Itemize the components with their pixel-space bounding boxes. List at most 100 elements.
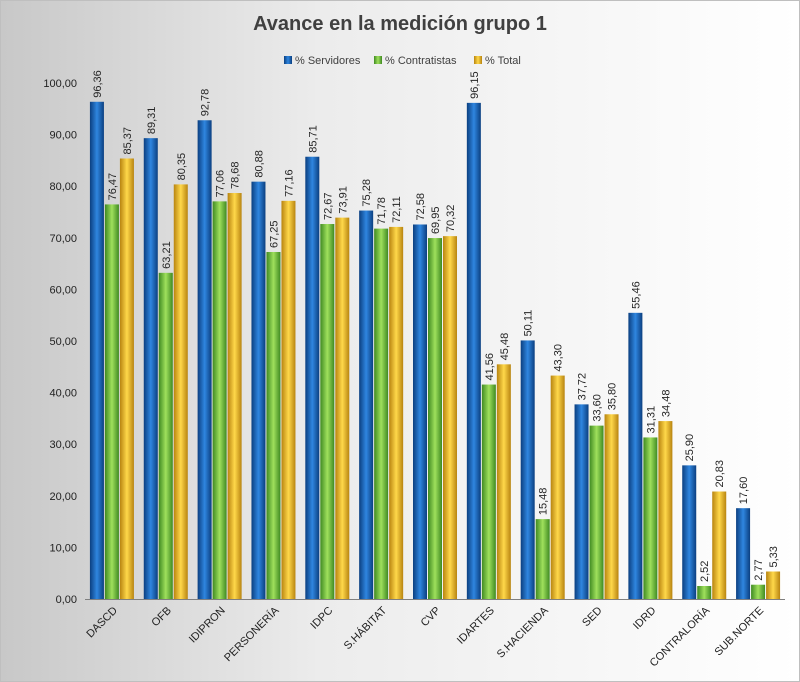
bar-contratistas <box>158 272 173 599</box>
legend-swatch-servidores <box>284 56 292 64</box>
data-label-servidores: 92,78 <box>200 89 212 117</box>
data-label-contratistas: 77,06 <box>215 170 227 198</box>
bar-servidores <box>359 210 374 599</box>
bar-contratistas <box>535 519 550 599</box>
bar-contratistas <box>212 201 227 599</box>
chart-title: Avance en la medición grupo 1 <box>253 13 547 35</box>
data-label-servidores: 85,71 <box>307 125 319 153</box>
bar-servidores <box>466 102 481 599</box>
x-tick-label: OFB <box>149 605 173 629</box>
bar-contratistas <box>104 204 119 599</box>
bar-contratistas <box>320 224 335 599</box>
x-tick-label: SED <box>580 605 605 630</box>
legend-label-contratistas: % Contratistas <box>385 55 457 67</box>
data-label-total: 72,11 <box>391 196 403 223</box>
bar-total <box>550 375 565 599</box>
data-label-total: 85,37 <box>122 127 134 155</box>
data-label-total: 73,91 <box>337 186 349 214</box>
legend-label-total: % Total <box>485 55 521 67</box>
x-tick-label: DASCD <box>84 605 120 641</box>
data-label-servidores: 37,72 <box>577 373 589 401</box>
data-label-contratistas: 67,25 <box>268 220 280 248</box>
y-tick-label: 70,00 <box>49 233 77 245</box>
x-tick-label: S.HÁBITAT <box>341 604 389 652</box>
data-label-contratistas: 33,60 <box>592 394 604 422</box>
y-tick-label: 60,00 <box>49 284 77 296</box>
data-label-contratistas: 15,48 <box>538 488 550 516</box>
bar-contratistas <box>266 251 281 600</box>
data-label-contratistas: 69,95 <box>430 207 442 235</box>
data-label-total: 5,33 <box>768 546 780 567</box>
data-label-servidores: 55,46 <box>630 281 642 309</box>
bar-contratistas <box>697 585 712 599</box>
y-tick-label: 0,00 <box>56 594 77 606</box>
bar-total <box>335 217 350 600</box>
bar-total <box>496 364 511 599</box>
legend-item-contratistas: % Contratistas <box>374 55 457 67</box>
x-tick-label: CVP <box>419 605 443 629</box>
bar-total <box>658 421 673 599</box>
legend-swatch-contratistas <box>374 56 382 64</box>
bar-contratistas <box>643 437 658 599</box>
bar-servidores <box>413 224 427 600</box>
data-label-contratistas: 31,31 <box>645 406 657 434</box>
data-label-servidores: 75,28 <box>361 179 373 207</box>
data-label-servidores: 25,90 <box>684 434 696 462</box>
data-labels: 96,36 76,47 85,37 89,31 63,21 80,35 92,78 77,06… <box>92 70 780 582</box>
x-tick-label: IDARTES <box>455 605 497 647</box>
bar-total <box>712 491 727 599</box>
bar-servidores <box>251 181 266 600</box>
y-tick-label: 20,00 <box>49 491 77 503</box>
bars <box>89 101 781 600</box>
bar-servidores <box>682 465 697 599</box>
data-label-total: 20,83 <box>714 460 726 488</box>
bar-servidores <box>520 340 535 599</box>
bar-total <box>227 193 242 599</box>
bar-contratistas <box>751 584 766 599</box>
data-label-contratistas: 63,21 <box>161 241 173 269</box>
bar-servidores <box>628 312 643 599</box>
x-tick-label: IDPC <box>308 605 335 632</box>
bar-servidores <box>89 101 104 599</box>
bar-total <box>281 200 296 599</box>
data-label-total: 70,32 <box>445 205 457 233</box>
legend-item-total: % Total <box>474 55 521 67</box>
x-tick-label: SUB.NORTE <box>712 605 766 659</box>
data-label-servidores: 17,60 <box>738 477 750 505</box>
y-tick-label: 40,00 <box>49 388 77 400</box>
data-label-contratistas: 76,47 <box>107 173 119 201</box>
x-tick-label: PERSONERÍA <box>221 603 282 664</box>
x-tick-label: S.HACIENDA <box>495 604 551 660</box>
bar-total <box>443 236 457 599</box>
data-label-contratistas: 41,56 <box>484 353 496 381</box>
bar-contratistas <box>589 425 604 599</box>
bar-servidores <box>736 508 751 599</box>
bar-contratistas <box>428 238 442 600</box>
bar-total <box>119 158 134 600</box>
legend: % Servidores % Contratistas % Total <box>284 55 521 67</box>
data-label-total: 77,16 <box>283 169 295 197</box>
y-tick-label: 30,00 <box>49 439 77 451</box>
data-label-servidores: 80,88 <box>253 150 265 178</box>
bar-total <box>389 226 404 599</box>
bar-servidores <box>305 156 320 600</box>
legend-swatch-total <box>474 56 482 64</box>
data-label-contratistas: 2,77 <box>753 559 765 580</box>
bar-servidores <box>197 120 212 600</box>
data-label-servidores: 89,31 <box>146 107 158 135</box>
data-label-total: 80,35 <box>176 153 188 181</box>
data-label-servidores: 96,36 <box>92 70 104 98</box>
data-label-total: 78,68 <box>230 161 242 189</box>
y-tick-label: 100,00 <box>43 78 77 90</box>
data-label-total: 35,80 <box>607 383 619 411</box>
data-label-servidores: 96,15 <box>469 71 481 99</box>
bar-contratistas <box>481 384 496 599</box>
data-label-contratistas: 2,52 <box>699 561 711 582</box>
y-tick-label: 90,00 <box>49 130 77 142</box>
data-label-total: 45,48 <box>499 333 511 361</box>
y-axis: 0,00 10,00 20,00 30,00 40,00 50,00 60,00 70,00 8… <box>43 78 77 606</box>
data-label-servidores: 50,11 <box>523 310 535 337</box>
